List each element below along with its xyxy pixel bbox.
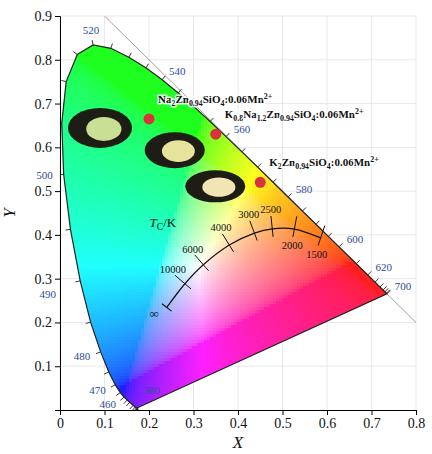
plot-area <box>57 16 416 413</box>
chart: 00.10.20.30.40.50.60.70.80.10.20.30.40.5… <box>0 0 432 454</box>
